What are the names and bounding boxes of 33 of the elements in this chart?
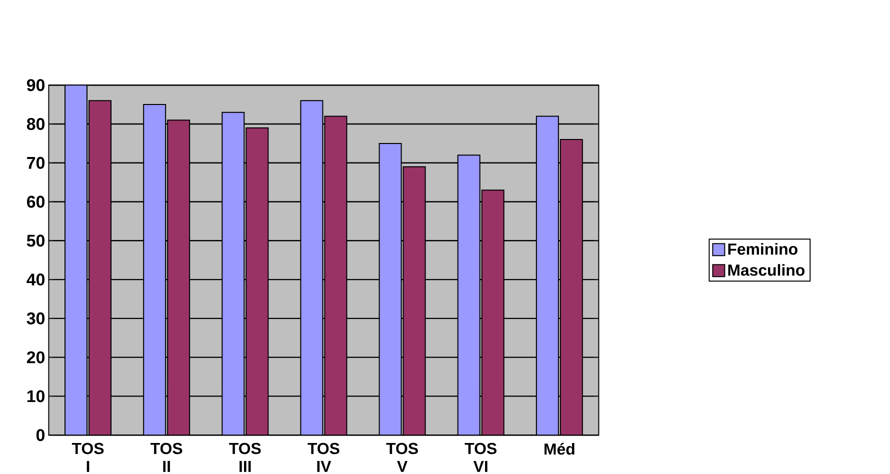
bar — [64, 85, 88, 436]
y-tick-label: 0 — [36, 429, 45, 442]
x-tick-label: TOS IV — [308, 442, 340, 472]
x-tick-label: TOS III — [229, 442, 261, 472]
x-tick-label: TOS V — [386, 442, 418, 472]
bar — [378, 142, 402, 436]
legend-label: Masculino — [728, 264, 805, 276]
bar — [143, 104, 166, 436]
bar — [402, 166, 426, 436]
x-tick-label: TOS II — [150, 442, 182, 472]
x-tick-label: TOS VI — [464, 442, 496, 472]
legend-label: Feminino — [728, 243, 798, 255]
x-tick-label: TOS I — [72, 442, 104, 472]
y-tick-label: 90 — [26, 79, 44, 92]
bar — [246, 127, 269, 436]
x-tick-label: Méd — [544, 442, 574, 455]
y-tick-label: 10 — [27, 390, 44, 402]
bar — [222, 112, 245, 436]
y-tick-label: 30 — [26, 312, 44, 324]
bar — [300, 100, 324, 436]
bar — [324, 116, 348, 436]
y-tick-label: 50 — [26, 234, 44, 247]
bar — [536, 116, 559, 436]
bar — [560, 139, 583, 436]
bar — [481, 190, 504, 436]
bar — [457, 154, 480, 436]
y-tick-label: 60 — [26, 196, 44, 208]
y-tick-label: 80 — [26, 118, 44, 130]
bar — [88, 100, 112, 436]
y-tick-label: 40 — [26, 274, 44, 286]
y-tick-label: 20 — [26, 351, 44, 364]
y-tick-label: 70 — [27, 156, 44, 169]
bar — [167, 120, 190, 436]
